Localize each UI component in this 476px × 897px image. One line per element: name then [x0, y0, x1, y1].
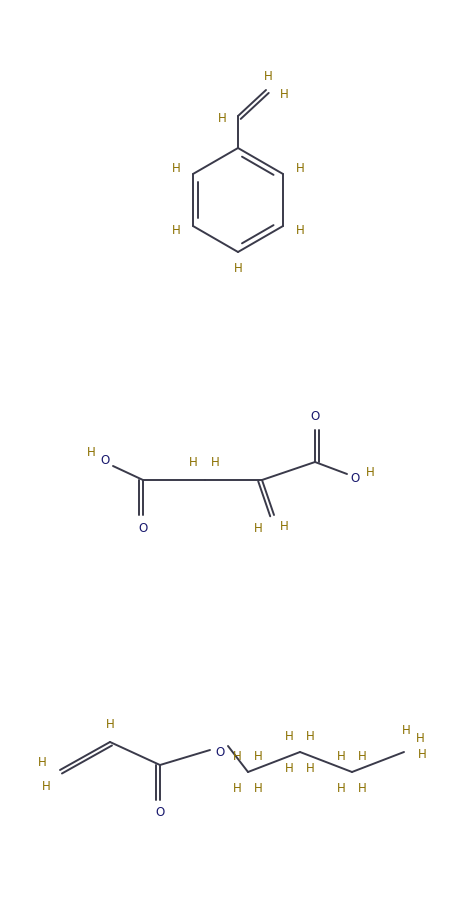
Text: H: H [233, 781, 241, 795]
Text: H: H [306, 762, 314, 774]
Text: O: O [100, 454, 109, 466]
Text: H: H [296, 161, 305, 175]
Text: H: H [416, 731, 425, 745]
Text: H: H [337, 781, 346, 795]
Text: H: H [41, 779, 50, 793]
Text: H: H [210, 457, 219, 469]
Text: H: H [233, 750, 241, 762]
Text: H: H [337, 750, 346, 762]
Text: O: O [215, 745, 225, 759]
Text: H: H [254, 522, 262, 536]
Text: H: H [279, 88, 288, 100]
Text: O: O [350, 472, 360, 484]
Text: H: H [264, 69, 272, 83]
Text: H: H [357, 750, 367, 762]
Text: H: H [218, 112, 227, 126]
Text: H: H [254, 781, 262, 795]
Text: H: H [234, 262, 242, 274]
Text: H: H [417, 747, 426, 761]
Text: H: H [285, 762, 293, 774]
Text: H: H [402, 724, 410, 736]
Text: O: O [310, 411, 319, 423]
Text: H: H [38, 755, 46, 769]
Text: H: H [171, 161, 180, 175]
Text: H: H [357, 781, 367, 795]
Text: H: H [106, 718, 114, 731]
Text: H: H [285, 729, 293, 743]
Text: O: O [139, 521, 148, 535]
Text: H: H [279, 520, 288, 534]
Text: H: H [171, 223, 180, 237]
Text: H: H [254, 750, 262, 762]
Text: H: H [188, 457, 198, 469]
Text: O: O [155, 806, 165, 820]
Text: H: H [87, 447, 95, 459]
Text: H: H [366, 466, 375, 478]
Text: H: H [296, 223, 305, 237]
Text: H: H [306, 729, 314, 743]
